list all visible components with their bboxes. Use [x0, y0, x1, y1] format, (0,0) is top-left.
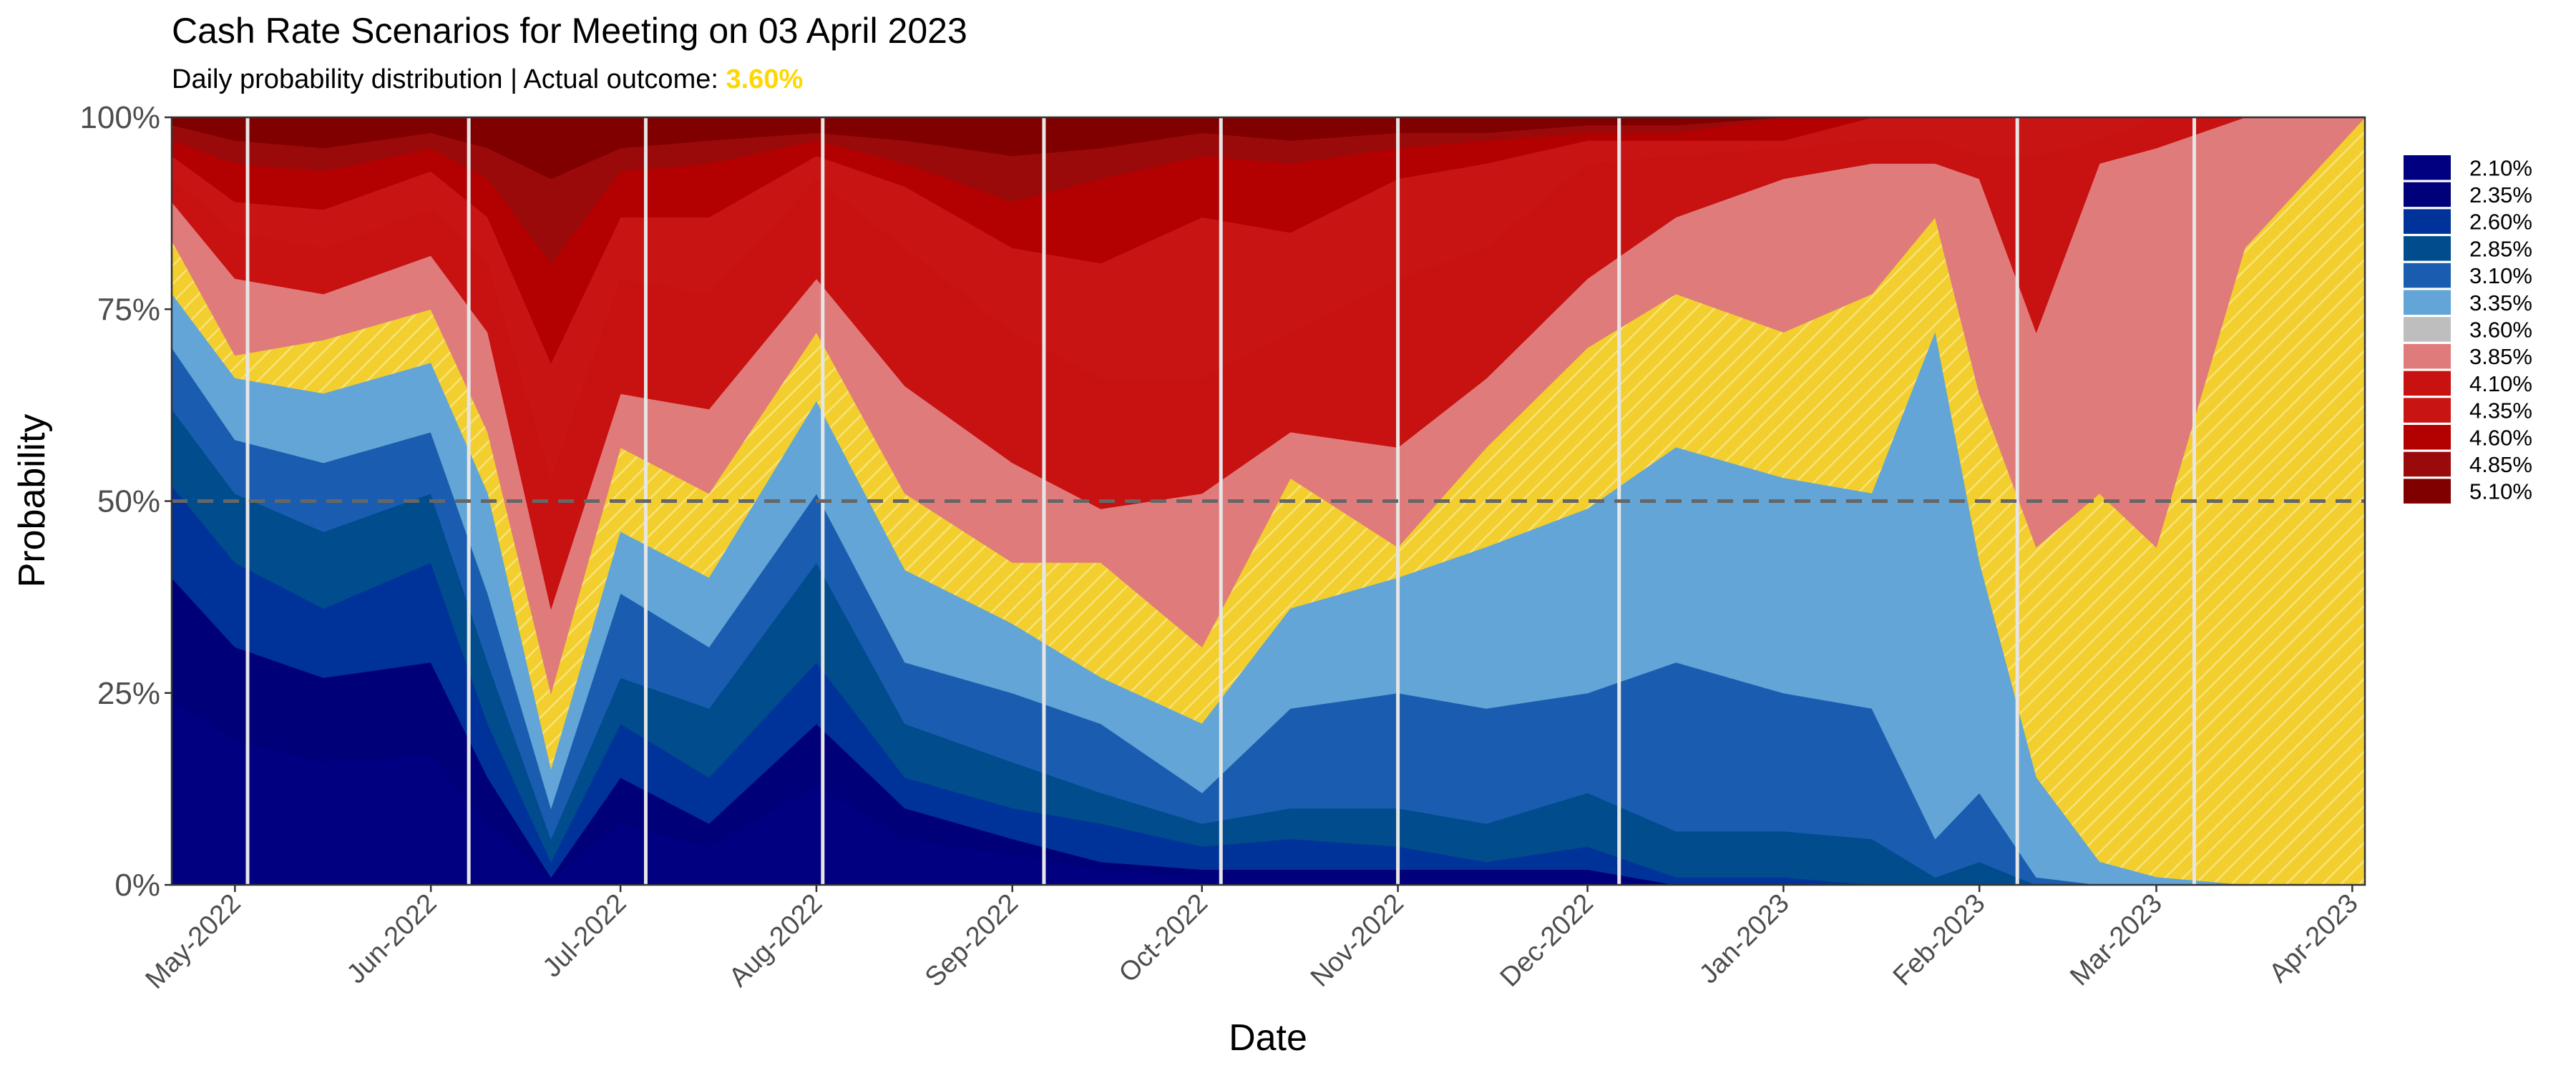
y-tick-label: 0% — [114, 868, 160, 903]
legend-label: 3.85% — [2469, 344, 2532, 369]
legend-swatch — [2404, 155, 2451, 180]
legend-label: 5.10% — [2469, 479, 2532, 504]
x-tick-label: Feb-2023 — [1888, 888, 1991, 992]
x-tick-label: Dec-2022 — [1495, 888, 1599, 993]
y-tick-label: 25% — [97, 676, 160, 711]
x-tick-label: Nov-2022 — [1305, 888, 1410, 993]
legend-swatch — [2404, 343, 2451, 369]
subtitle-text: Daily probability distribution | Actual … — [172, 64, 726, 94]
x-tick-label: Jun-2022 — [341, 888, 443, 990]
x-tick-label: Oct-2022 — [1113, 888, 1214, 989]
legend: 2.10%2.35% 2.60%2.85%3.10%3.35%3.60%3.85%… — [2404, 155, 2532, 504]
legend-label: 3.10% — [2469, 263, 2532, 288]
x-axis-label: Date — [1229, 1017, 1307, 1059]
x-tick-label: Sep-2022 — [919, 888, 1024, 993]
y-axis-label: Probability — [11, 414, 53, 588]
x-tick-label: Mar-2023 — [2064, 888, 2168, 992]
legend-swatch — [2404, 479, 2451, 504]
actual-outcome-value: 3.60% — [726, 64, 804, 94]
y-tick-label: 75% — [97, 292, 160, 327]
y-tick-label: 100% — [79, 100, 160, 135]
legend-label: 3.60% — [2469, 317, 2532, 342]
x-tick-label: Apr-2023 — [2263, 888, 2363, 989]
legend-label: 2.85% — [2469, 236, 2532, 261]
chart-subtitle: Daily probability distribution | Actual … — [172, 64, 803, 95]
area-series-5-10pct — [172, 117, 2365, 180]
legend-swatch — [2404, 398, 2451, 423]
legend-label: 4.35% — [2469, 398, 2532, 423]
legend-swatch — [2404, 317, 2451, 342]
legend-swatch — [2404, 451, 2451, 477]
legend-label: 2.10% — [2469, 155, 2532, 180]
legend-label: 2.35% — [2469, 182, 2532, 207]
legend-swatch — [2404, 290, 2451, 315]
legend-swatch — [2404, 371, 2451, 396]
x-tick-label: Jul-2022 — [537, 888, 633, 984]
legend-swatch — [2404, 182, 2451, 207]
chart-title: Cash Rate Scenarios for Meeting on 03 Ap… — [172, 11, 967, 51]
legend-label: 4.10% — [2469, 371, 2532, 396]
legend-label: 4.60% — [2469, 425, 2532, 450]
x-tick-label: Aug-2022 — [723, 888, 828, 993]
legend-label: 3.35% — [2469, 290, 2532, 315]
y-axis: 0% 25% 50% 75% 100% — [79, 100, 172, 903]
legend-label: 4.85% — [2469, 452, 2532, 477]
legend-label: 2.60% — [2469, 210, 2532, 235]
x-tick-label: May-2022 — [140, 888, 247, 995]
x-axis: May-2022 Jun-2022 Jul-2022 Aug-2022 Sep-2022… — [140, 885, 2364, 995]
x-tick-label: Jan-2023 — [1694, 888, 1795, 990]
y-tick-label: 50% — [97, 484, 160, 519]
legend-swatch — [2404, 209, 2451, 234]
legend-swatch — [2404, 425, 2451, 450]
legend-swatch — [2404, 236, 2451, 261]
legend-swatch — [2404, 263, 2451, 288]
